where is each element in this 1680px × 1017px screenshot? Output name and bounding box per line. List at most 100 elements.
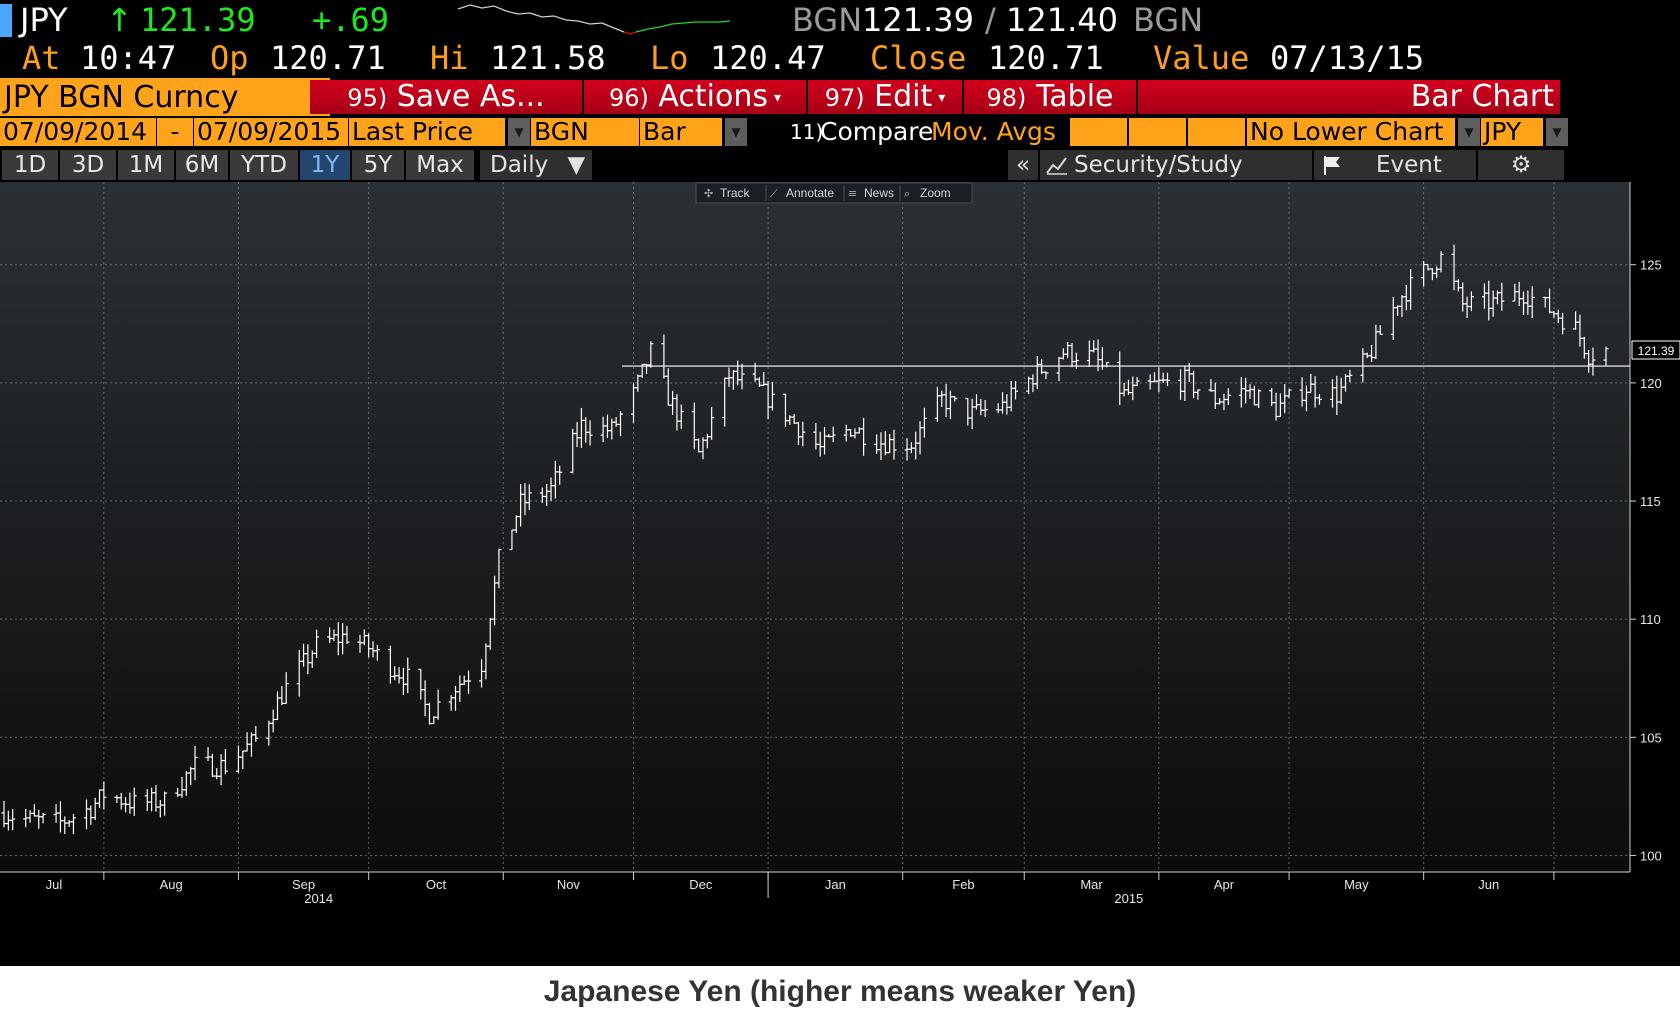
x-tick-label: Nov [557,877,581,892]
ticker-symbol[interactable]: JPY [20,1,68,39]
gear-icon[interactable]: ⚙ [1478,150,1564,180]
actions-number: 96) [608,84,649,112]
empty-field-1[interactable] [1070,118,1127,146]
empty-field-2[interactable] [1129,118,1186,146]
source-left: BGN [792,1,863,39]
ohlc-bar [70,813,76,835]
ohlc-bar [1468,291,1474,312]
x-tick-label: May [1344,877,1369,892]
view-title: Bar Chart [1138,80,1560,114]
high-label: Hi [430,39,469,77]
tool-news[interactable]: ≡ News [843,185,894,201]
compare-button[interactable]: Compare [820,117,934,146]
price-change: +.69 [312,1,390,39]
collapse-icon[interactable]: « [1008,150,1038,180]
mov-avgs-button[interactable]: Mov. Avgs [931,117,1056,146]
chart-settings-row: 07/09/2014 - 07/09/2015 Last Price ▼ BGN… [0,116,1680,148]
table-number: 98) [986,84,1027,112]
ohlc-bar [648,341,654,368]
last-price-box [1631,340,1680,360]
compare-number: 11) [790,120,824,144]
value-date: 07/13/15 [1270,39,1425,77]
ohlc-bar [739,363,745,390]
ohlc-bar [1603,346,1609,366]
ohlc-bar [1225,388,1231,406]
range-button-max[interactable]: Max [406,150,474,180]
ohlc-bar [526,484,532,511]
range-button-3d[interactable]: 3D [60,150,116,180]
tool-track[interactable]: ✣ Track [704,186,751,200]
news-icon: ≡ [848,187,857,200]
ohlc-bar [253,726,259,742]
range-button-1y[interactable]: 1Y [300,150,350,180]
range-button-6m[interactable]: 6M [176,150,228,180]
last-price-label: 121.39 [1638,344,1675,358]
ohlc-bar [1560,312,1566,335]
currency-selector[interactable]: JPY [1481,118,1543,146]
x-tick-label: Feb [952,877,974,892]
low-value: 120.47 [710,39,826,77]
style-dropdown-icon[interactable]: ▼ [725,118,747,146]
bid-price: 121.39 [862,1,974,39]
security-field[interactable]: JPY BGN Curncy [0,78,330,116]
currency-dropdown-icon[interactable]: ▼ [1546,118,1568,146]
y-tick-label: 125 [1640,258,1662,273]
ohlc-bar [1316,394,1322,405]
y-tick-label: 120 [1640,376,1662,391]
ticker-marker [0,4,12,37]
range-button-1m[interactable]: 1M [118,150,174,180]
range-button-ytd[interactable]: YTD [230,150,298,180]
year-label-2014: 2014 [304,891,333,906]
tool-zoom[interactable]: ⌕ Zoom [899,185,951,201]
quote-line: JPY ↑ 121.39 +.69 BGN 121.39 / 121.40 BG… [0,0,1680,40]
track-icon: ✣ [704,187,713,200]
ohlc-bar [1195,389,1201,400]
ohlc-bar [405,657,411,694]
ohlc-bar [435,689,441,720]
table-button[interactable]: 98) Table [964,80,1136,114]
tool-annotate[interactable]: ⟋ Annotate [765,185,834,201]
end-date-field[interactable]: 07/09/2015 [194,118,348,146]
value-label: Value [1153,39,1250,77]
lower-chart-selector[interactable]: No Lower Chart [1247,118,1455,146]
ohlc-bar [1590,347,1596,376]
range-toolbar: 1D 3D 1M 6M YTD 1Y 5Y Max Daily ▼ « Security/St… [0,148,1680,182]
x-tick-label: Dec [689,877,713,892]
lower-chart-dropdown-icon[interactable]: ▼ [1458,118,1480,146]
chart-style-selector[interactable]: Bar [640,118,722,146]
at-label: At [22,39,61,77]
periodicity-selector[interactable]: Daily ▼ [480,150,592,180]
source-selector[interactable]: BGN [531,118,639,146]
price-bars [1,244,1609,835]
ohlc-bar [617,411,623,437]
edit-button[interactable]: 97) Edit ▾ [808,80,962,114]
save-as-label: Save As... [396,79,545,114]
range-button-5y[interactable]: 5Y [352,150,404,180]
ohlc-bar [557,465,563,485]
high-value: 121.58 [490,39,606,77]
ohlc-bar [891,429,897,460]
range-button-1d[interactable]: 1D [2,150,58,180]
ohlc-bar [162,791,168,816]
source-dropdown-icon[interactable]: ▼ [508,118,530,146]
close-label: Close [870,39,967,77]
start-date-field[interactable]: 07/09/2014 [0,118,156,146]
year-label-2015: 2015 [1114,891,1143,906]
ask-price: 121.40 [1006,1,1118,39]
ohlc-bar [1347,369,1353,383]
source-right: BGN [1133,1,1204,39]
ohlc-bar [1134,377,1140,386]
actions-button[interactable]: 96) Actions ▾ [584,80,806,114]
event-button[interactable]: Event [1314,150,1476,180]
x-tick-label: Sep [292,877,315,892]
actions-dropdown-icon: ▾ [774,89,782,106]
ohlc-bar [861,417,867,456]
chart-tools-toolbar: ✣ Track ⟋ Annotate ≡ News ⌕ Zoom [695,182,973,204]
security-study-button[interactable]: Security/Study [1040,150,1312,180]
field-selector[interactable]: Last Price [349,118,505,146]
save-as-button[interactable]: 95) Save As... [310,80,582,114]
empty-field-3[interactable] [1188,118,1245,146]
ohlc-bar [800,421,806,447]
save-as-number: 95) [347,84,388,112]
price-chart[interactable]: 100 105 110 115 120 125 Jul Aug Sep Oct Nov Dec Jan F… [0,182,1680,966]
